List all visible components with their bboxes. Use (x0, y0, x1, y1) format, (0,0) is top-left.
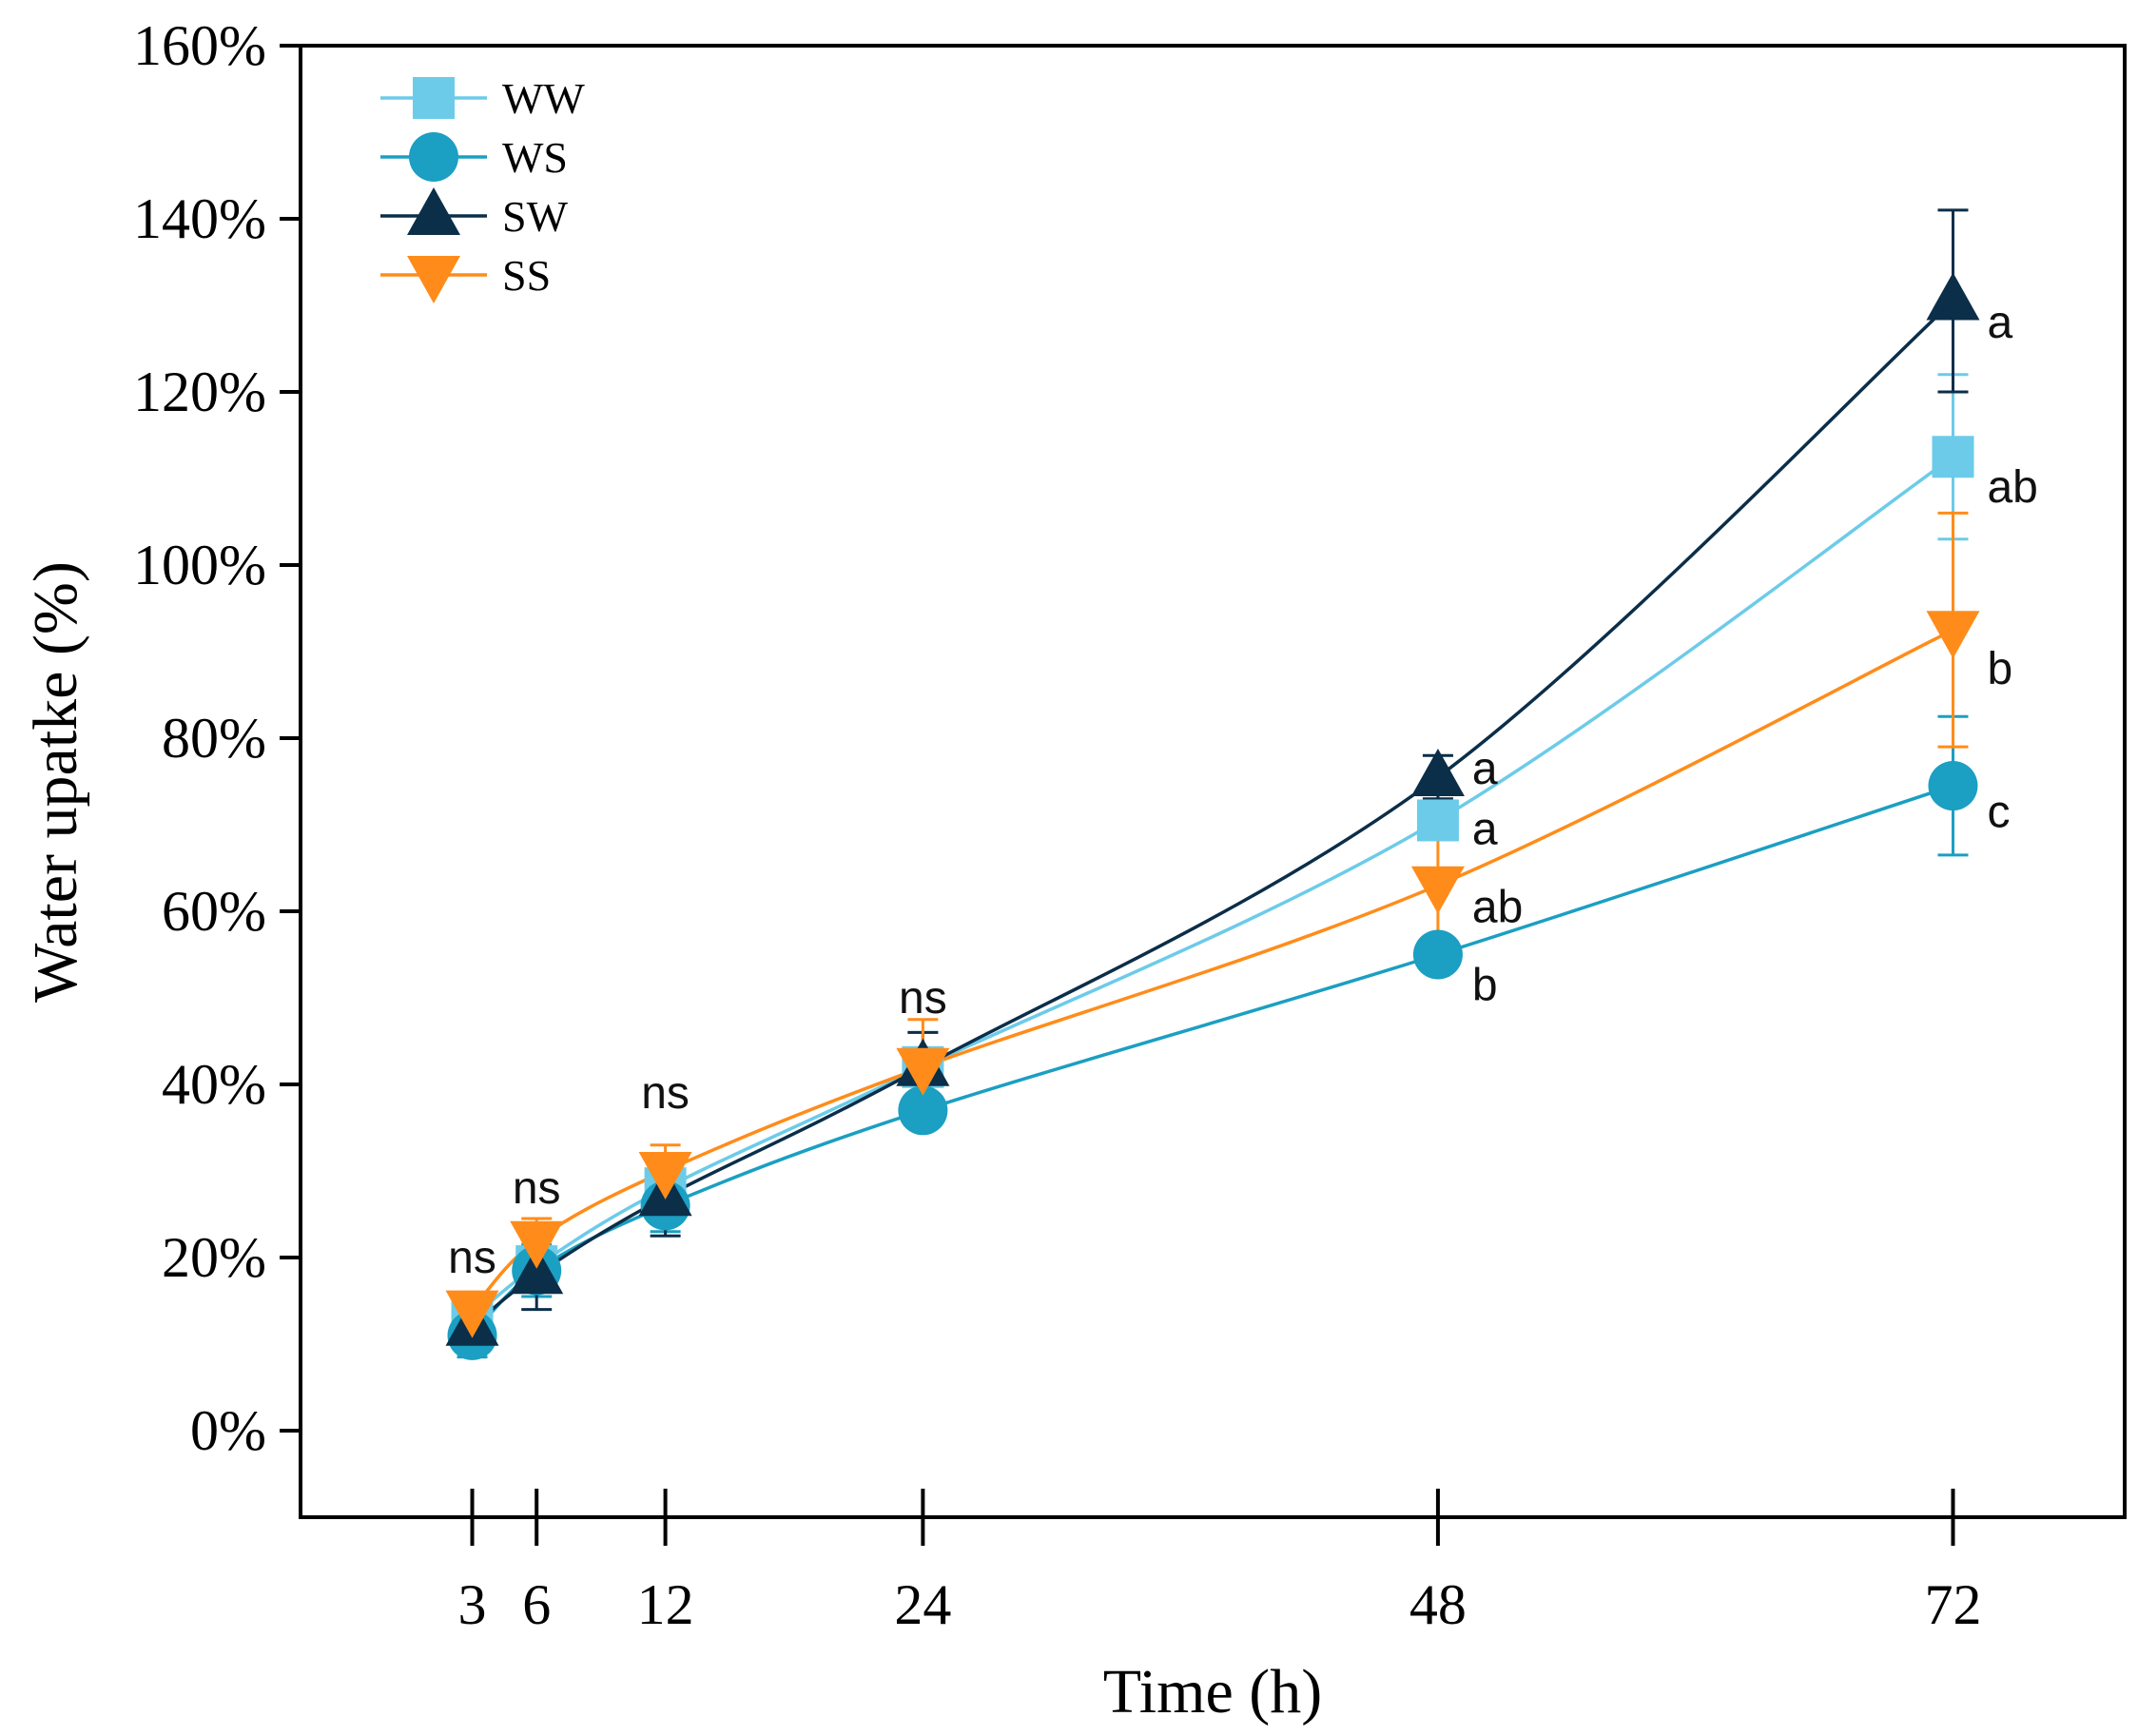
x-tick-label: 12 (637, 1573, 694, 1636)
data-point-ws (1412, 929, 1463, 980)
data-point-ss (896, 1047, 950, 1096)
x-tick-label: 3 (458, 1573, 487, 1636)
data-point-sw (510, 1246, 564, 1295)
legend-marker-ws (409, 132, 458, 182)
y-tick-label: 120% (133, 361, 266, 423)
data-point-ss (638, 1152, 692, 1200)
data-point-ss (510, 1220, 564, 1269)
y-tick-label: 100% (133, 534, 266, 596)
x-tick-label: 24 (894, 1573, 951, 1636)
legend-marker-ww (413, 77, 455, 119)
legend-marker-ss (407, 256, 460, 303)
y-axis-title: Water upatke (%) (21, 561, 90, 1003)
significance-letter: c (1987, 787, 2010, 837)
data-point-ww (1932, 436, 1974, 478)
x-tick-label: 48 (1409, 1573, 1467, 1636)
x-tick-label: 6 (522, 1573, 551, 1636)
x-axis-title: Time (h) (1103, 1657, 1322, 1726)
significance-letter: ab (1472, 882, 1523, 932)
significance-letter: a (1472, 744, 1498, 794)
significance-letter: b (1472, 960, 1498, 1010)
y-tick-label: 40% (162, 1053, 266, 1116)
series-line-ws (471, 784, 1954, 1337)
y-tick-label: 20% (162, 1226, 266, 1289)
legend-label-ss: SS (502, 251, 551, 300)
significance-letter: ab (1987, 462, 2037, 513)
data-point-ws (1928, 761, 1978, 811)
significance-letter: a (1987, 298, 2012, 348)
data-point-ss (1410, 866, 1465, 914)
legend-label-ww: WW (502, 74, 585, 123)
data-point-ws (898, 1085, 948, 1136)
data-point-ss (445, 1290, 499, 1338)
y-tick-label: 60% (162, 880, 266, 943)
significance-ns: ns (641, 1068, 690, 1119)
series-line-sw (471, 300, 1954, 1329)
legend-label-sw: SW (502, 192, 569, 241)
legend-marker-sw (407, 187, 460, 235)
significance-letter: a (1472, 805, 1498, 855)
data-point-ww (1416, 799, 1459, 842)
y-tick-label: 140% (133, 187, 266, 250)
y-tick-label: 160% (133, 14, 266, 77)
plot-frame (299, 44, 2127, 1519)
significance-ns: ns (448, 1233, 496, 1283)
y-tick-label: 0% (190, 1399, 266, 1462)
data-point-sw (1410, 748, 1465, 796)
significance-ns: ns (899, 973, 947, 1024)
data-point-ss (1926, 611, 1980, 659)
data-point-sw (1926, 272, 1980, 321)
y-tick-label: 80% (162, 707, 266, 770)
legend-label-ws: WS (502, 133, 568, 182)
x-tick-label: 72 (1924, 1573, 1981, 1636)
significance-letter: b (1987, 644, 2012, 694)
series-line-ww (471, 455, 1954, 1320)
significance-ns: ns (513, 1163, 561, 1214)
